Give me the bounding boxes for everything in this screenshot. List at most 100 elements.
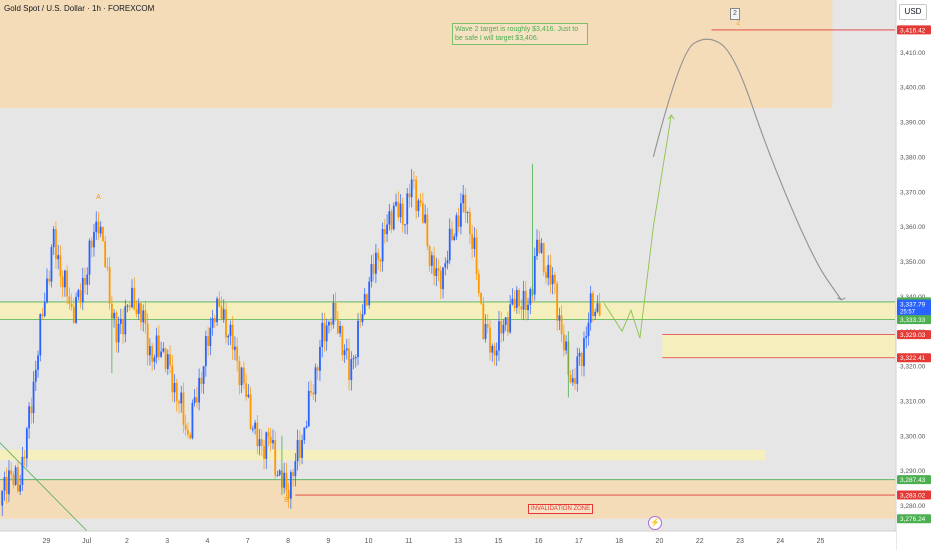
candle-body [32,381,35,414]
candle-body [448,228,451,261]
candle-body [113,312,116,319]
candle-body [301,440,303,458]
candle-body [343,350,346,356]
price-label-text: 3,329.03 [900,332,926,339]
candle-body [482,303,485,339]
candle-body [386,224,388,235]
wave-marker-badge[interactable]: 2 [730,8,740,20]
candle-body [513,298,516,308]
candle-body [507,317,509,333]
currency-button[interactable]: USD [899,4,927,20]
candle-body [455,215,458,237]
candle-body [126,305,129,307]
candle-body [464,194,467,213]
x-tick-label: 18 [615,538,623,545]
y-tick-label: 3,340.00 [900,294,926,301]
price-label-box [897,514,931,524]
candle-body [350,359,353,381]
candle-body [305,426,308,428]
wave-label-2: 2 [736,19,740,26]
candle-body [538,239,541,253]
candle-body [34,369,37,382]
candle-body [23,456,26,459]
candle-body [352,358,355,360]
candle-body [296,440,299,462]
candle-body [536,239,538,257]
candle-body [198,377,201,403]
candle-body [486,324,489,328]
candle-body [175,382,178,402]
candle-body [238,361,241,386]
candle-body [57,255,60,260]
candle-body [390,211,393,230]
zone-3 [0,449,766,461]
candle-body [460,203,462,227]
candle-body [135,309,138,314]
candle-body [115,312,118,343]
x-tick-label: 13 [454,538,462,545]
candle-body [229,324,232,336]
candle-body [149,346,151,356]
candle-body [265,432,268,459]
countdown-text: 25:57 [900,310,916,316]
candle-body [419,200,422,203]
candle-body [321,322,324,347]
y-tick-label: 3,300.00 [900,433,926,440]
price-label-box [897,299,931,316]
candle-body [285,472,288,491]
x-tick-label: 25 [817,538,825,545]
candle-body [95,221,98,233]
candle-body [213,318,216,323]
candle-body [102,226,104,242]
price-label-box [897,490,931,500]
candle-body [182,392,185,425]
candle-body [314,367,317,395]
candle-body [480,293,482,304]
price-label-box [897,25,931,35]
candle-body [439,270,442,290]
candle-body [68,296,71,304]
candle-body [444,263,447,268]
invalidation-zone-label: INVALIDATION ZONE [528,504,594,514]
candle-body [401,203,404,225]
candle-body [341,325,344,356]
candle-body [122,318,124,335]
candle-body [184,424,187,430]
candle-body [88,240,91,275]
candle-body [366,294,368,306]
candle-body [14,467,17,485]
candle-body [263,445,265,459]
candle-body [316,367,319,371]
x-tick-label: 2 [125,538,129,545]
candle-body [462,194,465,204]
price-label-text: 3,283.02 [900,493,926,500]
candle-body [225,309,227,338]
candle-body [542,243,545,273]
candle-body [46,278,48,303]
candle-body [489,327,491,353]
candle-body [354,357,357,359]
candle-body [433,255,435,276]
candle-body [164,348,167,369]
candle-body [211,318,214,328]
candle-body [348,348,350,381]
candle-body [330,321,333,325]
symbol-title[interactable]: Gold Spot / U.S. Dollar · 1h · FOREXCOM [4,4,155,13]
wave-2-target-note[interactable]: Wave 2 target is roughly $3,416. Just to… [452,23,588,45]
candle-body [565,341,567,351]
candle-body [589,293,592,323]
projection-arrowhead [667,114,675,120]
candle-body [471,234,474,249]
candle-body [404,224,406,226]
candle-body [108,267,111,304]
candle-body [417,200,420,212]
lightning-icon[interactable]: ⚡ [648,516,662,530]
candle-body [256,422,259,447]
price-label-box [897,315,931,325]
candle-body [594,311,597,317]
candle-body [258,439,261,447]
arc-arrowhead [837,297,846,301]
candle-body [173,382,176,393]
candle-body [518,290,520,307]
